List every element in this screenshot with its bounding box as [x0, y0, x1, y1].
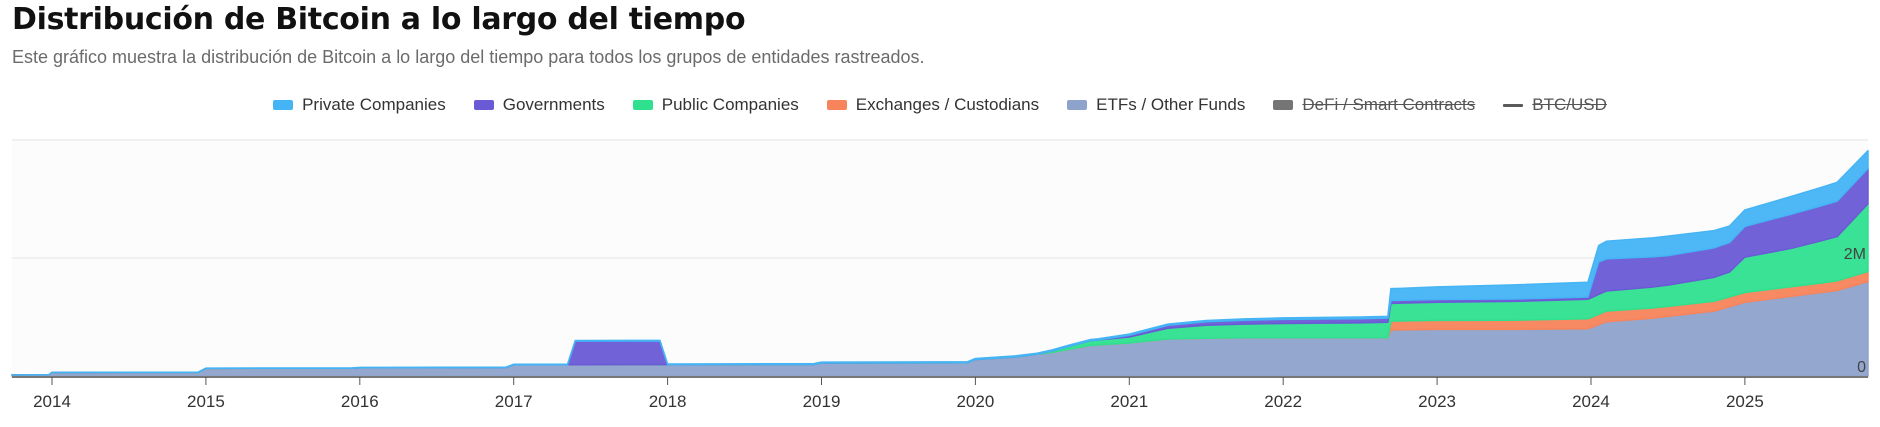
x-tick-label: 2024	[1572, 392, 1610, 411]
legend-label-defi-smart-contracts: DeFi / Smart Contracts	[1302, 95, 1476, 114]
x-tick-label: 2014	[33, 392, 71, 411]
x-tick-label: 2021	[1110, 392, 1148, 411]
legend-swatch-public-companies	[632, 100, 653, 110]
x-tick-label: 2017	[495, 392, 533, 411]
legend-label-btc-usd: BTC/USD	[1532, 95, 1607, 114]
x-tick-label: 2025	[1726, 392, 1764, 411]
legend-swatch-exchanges-custodians	[826, 100, 847, 110]
y-tick-label: 2M	[1844, 246, 1866, 263]
legend-item-defi-smart-contracts[interactable]: DeFi / Smart Contracts	[1273, 95, 1475, 115]
x-tick-label: 2020	[956, 392, 994, 411]
legend-label-governments: Governments	[502, 95, 605, 114]
legend-item-public-companies[interactable]: Public Companies	[632, 95, 799, 115]
legend-swatch-btc-usd	[1503, 103, 1524, 107]
legend-item-private-companies[interactable]: Private Companies	[273, 95, 446, 115]
legend-item-exchanges-custodians[interactable]: Exchanges / Custodians	[826, 95, 1040, 115]
x-tick-label: 2018	[649, 392, 687, 411]
x-tick-label: 2019	[803, 392, 841, 411]
y-tick-label: 0	[1857, 359, 1866, 376]
area-series-private-companies	[11, 149, 1869, 376]
legend-item-etfs-other-funds[interactable]: ETFs / Other Funds	[1067, 95, 1245, 115]
legend-label-etfs-other-funds: ETFs / Other Funds	[1096, 95, 1246, 114]
legend-swatch-etfs-other-funds	[1067, 100, 1088, 110]
legend-label-private-companies: Private Companies	[302, 95, 446, 114]
x-tick-label: 2015	[187, 392, 225, 411]
legend-label-exchanges-custodians: Exchanges / Custodians	[855, 95, 1040, 114]
legend-label-public-companies: Public Companies	[661, 95, 799, 114]
x-tick-label: 2016	[341, 392, 379, 411]
legend-swatch-governments	[473, 100, 494, 110]
x-tick-label: 2023	[1418, 392, 1456, 411]
chart-title: Distribución de Bitcoin a lo largo del t…	[12, 2, 746, 37]
legend-item-btc-usd[interactable]: BTC/USD	[1503, 95, 1607, 115]
legend-swatch-private-companies	[273, 100, 294, 110]
x-tick-label: 2022	[1264, 392, 1302, 411]
chart-subtitle: Este gráfico muestra la distribución de …	[12, 47, 925, 67]
legend-swatch-defi-smart-contracts	[1273, 100, 1294, 110]
legend-item-governments[interactable]: Governments	[473, 95, 605, 115]
chart-legend: Private Companies Governments Public Com…	[0, 95, 1880, 115]
